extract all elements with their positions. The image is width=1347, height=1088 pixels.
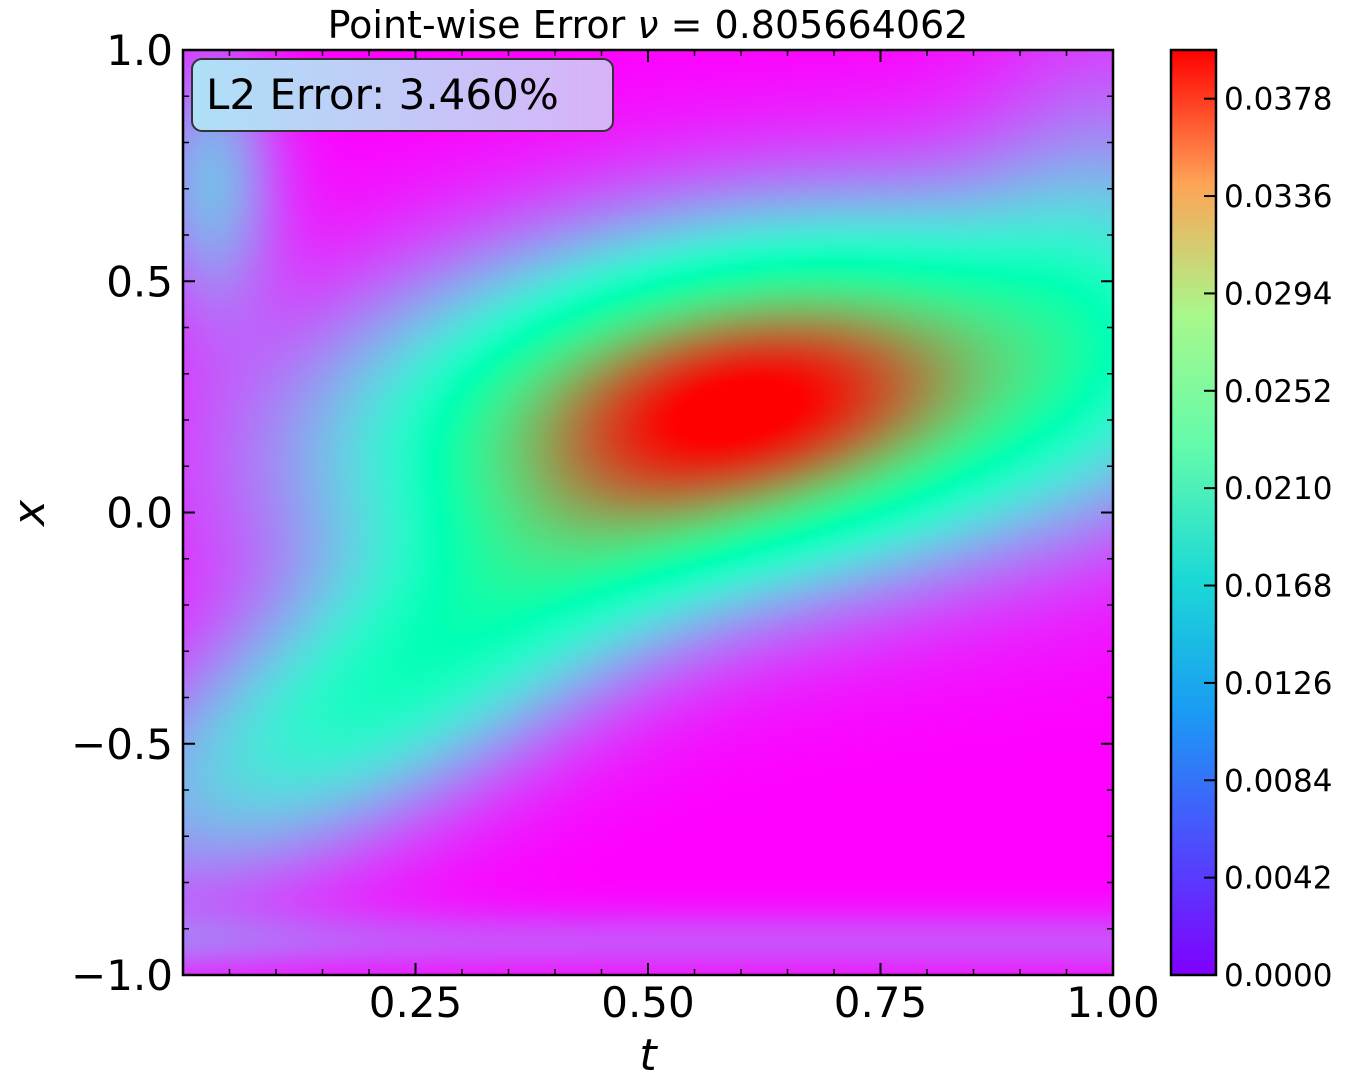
y-tick-label: 0.0 (106, 489, 173, 538)
x-tick-label: 0.75 (834, 978, 928, 1027)
colorbar-ticks: 0.0000 0.0042 0.0084 0.0126 0.0168 0.0210 0.02… (1204, 82, 1332, 994)
colorbar-tick-label: 0.0126 (1224, 666, 1332, 702)
x-axis-ticks: 0.25 0.50 0.75 1.00 (369, 50, 1160, 1027)
colorbar-tick-label: 0.0084 (1224, 763, 1332, 799)
title-symbol: ν (637, 3, 658, 47)
y-axis-label: x (4, 499, 55, 528)
y-tick-label: 1.0 (106, 26, 173, 75)
title-text: Point-wise Error (328, 3, 638, 47)
colorbar-tick-label: 0.0168 (1224, 569, 1332, 605)
colorbar-tick-label: 0.0252 (1224, 374, 1332, 410)
x-axis-label: t (639, 1030, 658, 1081)
colorbar-gradient (1171, 50, 1216, 975)
error-heatmap-image (183, 50, 1113, 975)
x-tick-label: 0.25 (369, 978, 463, 1027)
y-tick-label: 0.5 (106, 257, 173, 306)
annotation-box (191, 58, 614, 132)
minor-ticks (183, 50, 1113, 975)
colorbar: 0.0000 0.0042 0.0084 0.0126 0.0168 0.0210 0.02… (1169, 48, 1332, 994)
y-tick-label: −0.5 (71, 720, 173, 769)
colorbar-frame (1169, 48, 1218, 977)
colorbar-tick-label: 0.0210 (1224, 471, 1332, 507)
l2-error-annotation: L2 Error: 3.460% (191, 58, 614, 132)
y-axis-ticks: 1.0 0.5 0.0 −0.5 −1.0 (71, 26, 1113, 1000)
chart-title: Point-wise Error ν = 0.805664062 (328, 3, 969, 47)
colorbar-tick-label: 0.0000 (1224, 958, 1332, 994)
title-value: = 0.805664062 (659, 3, 969, 47)
y-tick-label: −1.0 (71, 951, 173, 1000)
heatmap-plot-area (183, 50, 1113, 975)
colorbar-tick-label: 0.0378 (1224, 82, 1332, 118)
annotation-text: L2 Error: 3.460% (206, 70, 559, 119)
colorbar-tick-label: 0.0294 (1224, 276, 1332, 312)
colorbar-tick-label: 0.0042 (1224, 861, 1332, 897)
x-tick-label: 1.00 (1066, 978, 1160, 1027)
colorbar-tick-label: 0.0336 (1224, 179, 1332, 215)
x-tick-label: 0.50 (601, 978, 695, 1027)
